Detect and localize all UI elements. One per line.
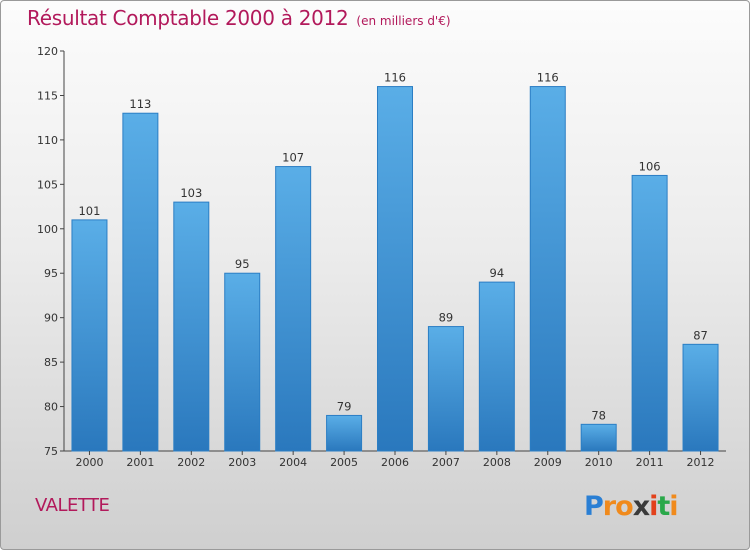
logo-letter: t xyxy=(657,491,670,522)
logo-letter: i xyxy=(649,491,658,522)
title-unit: (en milliers d'€) xyxy=(356,14,451,28)
x-tick-label: 2006 xyxy=(381,456,409,469)
bar xyxy=(478,281,515,452)
y-tick-label: 85 xyxy=(44,356,58,369)
data-label: 107 xyxy=(282,151,304,165)
data-label: 87 xyxy=(693,328,708,342)
bar xyxy=(71,219,108,452)
bar xyxy=(529,86,566,452)
commune-name: VALETTE xyxy=(35,495,110,516)
title-main: Résultat Comptable 2000 à 2012 xyxy=(27,6,349,30)
data-label: 95 xyxy=(235,257,250,271)
data-label: 113 xyxy=(129,97,151,111)
bar xyxy=(122,112,159,452)
bar xyxy=(326,414,363,452)
logo-letter: i xyxy=(669,491,678,522)
data-label: 89 xyxy=(439,311,454,325)
data-label: 94 xyxy=(490,266,505,280)
x-tick-label: 2007 xyxy=(432,456,460,469)
x-tick-label: 2002 xyxy=(177,456,205,469)
data-label: 79 xyxy=(337,399,352,413)
x-tick-label: 2008 xyxy=(483,456,511,469)
y-tick-label: 120 xyxy=(37,45,58,58)
bar xyxy=(631,174,668,452)
y-tick-label: 105 xyxy=(37,178,58,191)
y-tick-label: 115 xyxy=(37,89,58,102)
y-tick-label: 75 xyxy=(44,445,58,458)
y-tick-label: 100 xyxy=(37,223,58,236)
bar xyxy=(173,201,210,452)
x-tick-label: 2009 xyxy=(534,456,562,469)
y-tick-label: 90 xyxy=(44,312,58,325)
y-tick-label: 110 xyxy=(37,134,58,147)
x-tick-label: 2012 xyxy=(687,456,715,469)
proxiti-logo[interactable]: Proxiti xyxy=(584,491,679,522)
bar xyxy=(275,166,312,452)
x-tick-label: 2003 xyxy=(228,456,256,469)
logo-letter: P xyxy=(584,491,604,522)
bar xyxy=(377,86,413,452)
data-label: 116 xyxy=(537,71,559,85)
logo-letter: r xyxy=(602,491,616,522)
bar xyxy=(427,326,464,452)
logo-letter: o xyxy=(615,491,634,522)
x-tick-label: 2010 xyxy=(585,456,613,469)
y-tick-label: 80 xyxy=(44,401,58,414)
x-tick-label: 2001 xyxy=(126,456,154,469)
chart-title: Résultat Comptable 2000 à 2012 (en millie… xyxy=(27,6,451,30)
data-label: 116 xyxy=(384,71,406,85)
bar xyxy=(224,272,261,452)
data-label: 103 xyxy=(180,186,202,200)
bar xyxy=(580,423,617,452)
x-tick-label: 2011 xyxy=(636,456,664,469)
logo-letter: x xyxy=(632,491,650,522)
data-label: 106 xyxy=(639,159,661,173)
data-label: 78 xyxy=(591,408,606,422)
x-tick-label: 2000 xyxy=(75,456,103,469)
data-label: 101 xyxy=(78,204,100,218)
y-tick-label: 95 xyxy=(44,267,58,280)
bar xyxy=(682,343,719,452)
x-tick-label: 2005 xyxy=(330,456,358,469)
x-tick-label: 2004 xyxy=(279,456,307,469)
